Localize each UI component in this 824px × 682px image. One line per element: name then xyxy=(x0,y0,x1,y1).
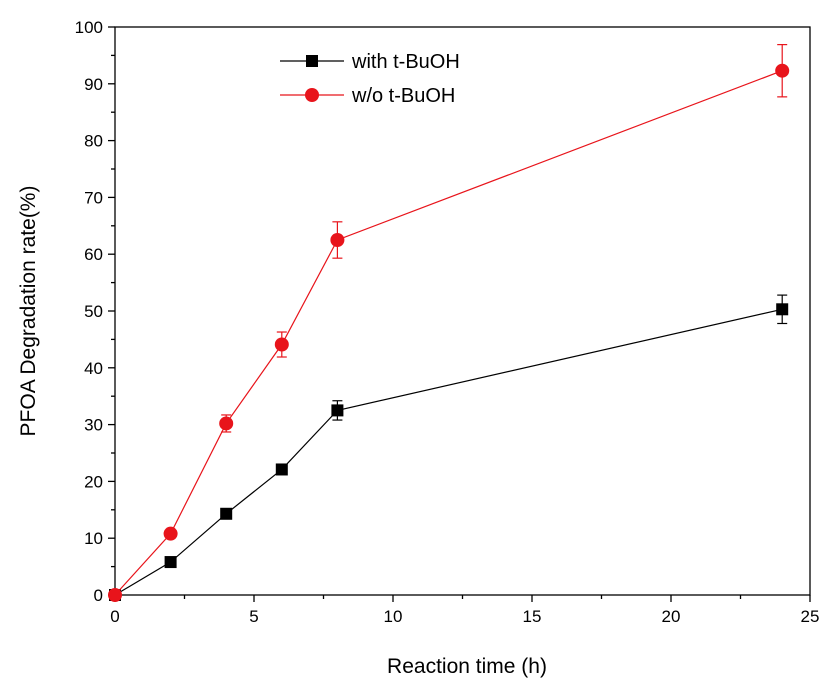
x-tick-label: 15 xyxy=(523,607,542,626)
series-line xyxy=(114,308,783,596)
legend-item: with t-BuOH xyxy=(280,51,460,73)
data-point xyxy=(163,526,178,541)
y-tick-label: 70 xyxy=(84,188,103,207)
legend-label: with t-BuOH xyxy=(351,51,460,73)
plot-frame xyxy=(114,26,811,596)
y-tick-label: 80 xyxy=(84,132,103,151)
data-point xyxy=(220,507,233,520)
y-tick-label: 20 xyxy=(84,472,103,491)
data-point xyxy=(274,337,289,352)
data-point xyxy=(775,63,790,78)
data-point xyxy=(776,303,789,316)
legend-label: w/o t-BuOH xyxy=(351,85,455,107)
series-line xyxy=(114,70,783,596)
y-tick-label: 10 xyxy=(84,529,103,548)
series-0 xyxy=(109,294,789,601)
x-tick-label: 5 xyxy=(249,607,258,626)
x-axis-title: Reaction time (h) xyxy=(387,655,547,678)
x-tick-label: 20 xyxy=(662,607,681,626)
series-layer xyxy=(108,44,790,602)
data-point xyxy=(275,463,288,476)
data-point xyxy=(164,556,177,569)
legend-item: w/o t-BuOH xyxy=(280,85,455,107)
x-tick-label: 0 xyxy=(110,607,119,626)
legend-marker xyxy=(306,55,318,67)
data-point xyxy=(330,233,345,247)
y-tick-label: 40 xyxy=(84,359,103,378)
y-tick-label: 0 xyxy=(94,586,103,605)
y-axis-title: PFOA Degradation rate(%) xyxy=(17,186,40,437)
x-tick-label: 10 xyxy=(384,607,403,626)
legend: with t-BuOH w/o t-BuOH xyxy=(280,51,460,107)
y-tick-label: 60 xyxy=(84,245,103,264)
y-tick-label: 50 xyxy=(84,302,103,321)
y-tick-label: 90 xyxy=(84,75,103,94)
axes: 0 5 10 15 20 25 0 10 20 30 40 50 60 70 80 90 100 xyxy=(75,18,820,626)
y-tick-label: 30 xyxy=(84,416,103,435)
data-point xyxy=(108,588,122,602)
data-point xyxy=(331,404,344,417)
legend-marker xyxy=(305,88,319,102)
x-tick-label: 25 xyxy=(801,607,820,626)
data-point xyxy=(219,416,234,431)
series-1 xyxy=(108,44,790,602)
y-tick-label: 100 xyxy=(75,18,103,37)
